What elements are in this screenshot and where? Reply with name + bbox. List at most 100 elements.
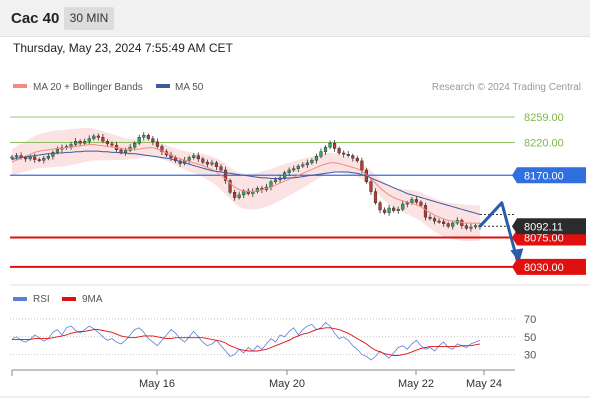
candle-body bbox=[333, 142, 337, 149]
candle-body bbox=[392, 207, 396, 211]
ma20-line bbox=[11, 144, 480, 224]
candle-body bbox=[405, 202, 409, 205]
legend-swatch-ma50 bbox=[156, 84, 170, 88]
legend-swatch-rsi bbox=[13, 297, 27, 301]
candle-body bbox=[351, 155, 355, 159]
ma50-line bbox=[11, 150, 481, 215]
last-price-text: 8092.11 bbox=[524, 221, 563, 233]
legend-label-ma20: MA 20 + Bollinger Bands bbox=[33, 82, 143, 93]
candle-body bbox=[346, 154, 350, 156]
price-tags: 8259.00 8220.00 8170.00 8075.00 8030.00 8092.… bbox=[512, 112, 586, 275]
candle-body bbox=[396, 209, 400, 211]
candle-body bbox=[78, 140, 82, 144]
candle-body bbox=[51, 152, 55, 157]
candle-body bbox=[469, 226, 473, 229]
rsi-panel: 70 50 30 bbox=[10, 314, 536, 362]
candle-body bbox=[133, 142, 137, 148]
candle-body bbox=[137, 137, 141, 144]
legend-label-9ma: 9MA bbox=[82, 294, 103, 305]
candle-body bbox=[160, 146, 164, 152]
candle-body bbox=[24, 157, 28, 160]
candle-body bbox=[210, 162, 214, 165]
candle-body bbox=[437, 220, 441, 223]
candle-body bbox=[96, 135, 100, 138]
candle-body bbox=[337, 148, 341, 154]
chart-header-bar: Cac 40 30 MIN bbox=[0, 0, 590, 37]
timeframe-badge[interactable]: 30 MIN bbox=[64, 7, 114, 30]
candle-body bbox=[187, 157, 191, 161]
candle-body bbox=[119, 149, 123, 153]
candle-body bbox=[42, 158, 46, 161]
candle-body bbox=[310, 159, 314, 164]
candle-body bbox=[69, 144, 73, 147]
candle-body bbox=[414, 199, 418, 203]
candle-body bbox=[301, 164, 305, 167]
candle-body bbox=[446, 223, 450, 227]
candle-body bbox=[151, 138, 155, 143]
candle-body bbox=[473, 225, 478, 228]
candle-body bbox=[74, 140, 78, 145]
candle-body bbox=[219, 166, 223, 171]
level-label-0: 8259.00 bbox=[524, 112, 564, 124]
rsi-tick-label: 30 bbox=[524, 350, 536, 362]
support-resistance-levels bbox=[10, 116, 515, 268]
candle-body bbox=[387, 207, 391, 213]
candle-body bbox=[292, 168, 296, 171]
candle-body bbox=[360, 160, 364, 171]
candle-body bbox=[173, 157, 178, 162]
candle-body bbox=[196, 155, 200, 160]
candle-body bbox=[92, 135, 96, 139]
candle-body bbox=[314, 156, 319, 161]
candle-body bbox=[146, 135, 150, 139]
level-label-1: 8220.00 bbox=[524, 138, 564, 150]
candle-body bbox=[155, 141, 159, 147]
candle-body bbox=[110, 143, 114, 146]
candle-body bbox=[123, 150, 128, 153]
candle-body bbox=[46, 156, 50, 159]
candle-body bbox=[55, 148, 60, 153]
candle-body bbox=[342, 152, 346, 155]
legend-label-rsi: RSI bbox=[33, 294, 50, 305]
candle-body bbox=[378, 202, 382, 211]
level-label-4-tag bbox=[512, 258, 586, 275]
candle-body bbox=[460, 220, 464, 226]
legend-swatch-ma20 bbox=[13, 84, 27, 88]
candle-body bbox=[205, 161, 209, 165]
bollinger-bands bbox=[12, 128, 480, 242]
candle-body bbox=[223, 169, 228, 181]
candle-body bbox=[10, 156, 14, 159]
candle-body bbox=[28, 156, 32, 160]
watermark: Research © 2024 Trading Central bbox=[432, 82, 581, 93]
candle-body bbox=[419, 201, 423, 206]
candle-body bbox=[305, 162, 309, 166]
x-tick-label: May 16 bbox=[139, 378, 175, 390]
candle-body bbox=[401, 203, 405, 210]
candle-body bbox=[423, 205, 428, 218]
bollinger-band-area bbox=[12, 128, 480, 242]
level-label-3-text: 8075.00 bbox=[524, 232, 564, 244]
candle-body bbox=[255, 188, 259, 192]
candle-body bbox=[101, 137, 105, 142]
legend-label-ma50: MA 50 bbox=[175, 82, 204, 93]
candle-body bbox=[233, 192, 237, 198]
candle-body bbox=[410, 199, 414, 204]
candle-body bbox=[373, 191, 378, 204]
candle-body bbox=[451, 222, 455, 227]
candle-body bbox=[237, 194, 241, 198]
candle-body bbox=[323, 146, 328, 152]
candle-body bbox=[105, 140, 110, 145]
candle-body bbox=[296, 165, 300, 169]
candle-body bbox=[33, 156, 37, 160]
symbol-title: Cac 40 bbox=[11, 10, 60, 27]
time-axis: May 16 May 20 May 22 May 24 bbox=[0, 369, 590, 398]
candle-body bbox=[319, 151, 323, 157]
candle-body bbox=[328, 142, 332, 148]
candle-body bbox=[355, 158, 359, 162]
level-label-2-tag bbox=[512, 167, 586, 184]
candle-body bbox=[37, 159, 41, 162]
candle-body bbox=[87, 138, 91, 142]
candle-body bbox=[283, 172, 287, 179]
last-price-tag bbox=[512, 218, 586, 235]
candle-body bbox=[201, 158, 205, 163]
